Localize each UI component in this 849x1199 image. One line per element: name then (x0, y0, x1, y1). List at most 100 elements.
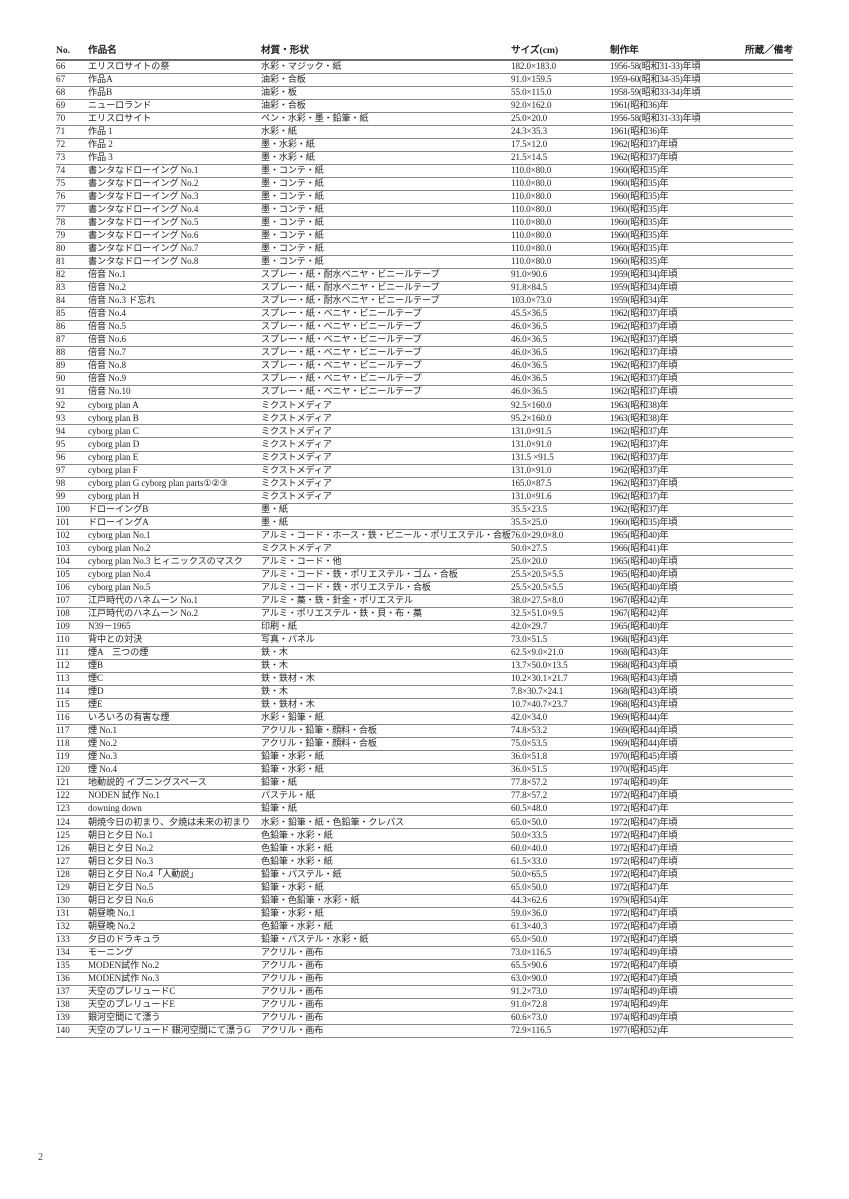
cell-no: 67 (56, 73, 86, 87)
cell-size: 65.5×90.6 (500, 959, 603, 973)
cell-no: 116 (56, 711, 86, 726)
table-row: 69 ニューロランド 油彩・合板 92.0×162.0 1961(昭和36)年 (56, 99, 793, 113)
cell-material: アクリル・画布 (259, 1024, 500, 1038)
table-row: 71 作品 1 水彩・紙 24.3×35.3 1961(昭和36)年 (56, 125, 793, 139)
cell-notes (721, 229, 793, 244)
cell-notes (721, 242, 793, 257)
table-row: 104 cyborg plan No.3 ヒィニックスのマスク アルミ・コード・他 2… (56, 555, 793, 569)
cell-title: 江戸時代のハネムーン No.1 (86, 594, 259, 608)
table-row: 84 倍音 No.3 ド忘れ スプレー・紙・耐水ベニヤ・ビニールテープ 103.0×7… (56, 294, 793, 309)
cell-no: 91 (56, 385, 86, 400)
cell-title: 背中との対決 (86, 633, 259, 647)
cell-title: MODEN試作 No.2 (86, 959, 259, 973)
cell-size: 110.0×80.0 (500, 190, 603, 204)
cell-no: 80 (56, 242, 86, 257)
cell-title: 朝昼晩 No.2 (86, 920, 259, 934)
cell-size: 92.5×160.0 (500, 398, 603, 413)
table-row: 140 天空のプレリュード 銀河空間にて漂うG アクリル・画布 72.9×116.5 1… (56, 1024, 793, 1038)
table-row: 121 地動説的 イブニングスペース 鉛筆・紙 77.8×57.2 1974(昭和49)… (56, 776, 793, 791)
cell-year: 1968(昭和43)年頃 (603, 659, 721, 674)
cell-title: downing down (86, 802, 259, 817)
cell-size: 92.0×162.0 (500, 99, 603, 113)
cell-year: 1968(昭和43)年 (603, 633, 721, 647)
cell-material: 墨・紙 (259, 516, 500, 530)
cell-no: 98 (56, 477, 86, 491)
table-row: 139 銀河空間にて漂う アクリル・画布 60.6×73.0 1974(昭和49)年頃 (56, 1011, 793, 1025)
cell-title: cyborg plan No.4 (86, 568, 259, 582)
cell-size: 61.5×33.0 (500, 854, 603, 869)
cell-size: 25.5×20.5×5.5 (500, 581, 603, 595)
cell-title: cyborg plan B (86, 411, 259, 426)
table-row: 123 downing down 鉛筆・紙 60.5×48.0 1972(昭和47)年 (56, 802, 793, 817)
table-row: 76 書ンタなドローイング No.3 墨・コンテ・紙 110.0×80.0 1960(昭… (56, 190, 793, 204)
cell-size: 110.0×80.0 (500, 164, 603, 178)
cell-size: 36.0×51.5 (500, 763, 603, 778)
cell-size: 103.0×73.0 (500, 294, 603, 309)
cell-title: cyborg plan H (86, 490, 259, 504)
cell-material: 墨・コンテ・紙 (259, 164, 500, 178)
cell-material: 水彩・鉛筆・紙 (259, 711, 500, 726)
column-header-no: No. (56, 45, 86, 61)
cell-year: 1974(昭和49)年頃 (603, 985, 721, 999)
table-row: 117 煙 No.1 アクリル・鉛筆・顔料・合板 74.8×53.2 1969(昭和44… (56, 724, 793, 739)
cell-year: 1972(昭和47)年頃 (603, 907, 721, 921)
cell-title: cyborg plan No.2 (86, 542, 259, 556)
table-row: 129 朝日と夕日 No.5 鉛筆・水彩・紙 65.0×50.0 1972(昭和47)年 (56, 881, 793, 895)
cell-material: 墨・コンテ・紙 (259, 229, 500, 244)
cell-title: cyborg plan No.1 (86, 529, 259, 543)
cell-year: 1963(昭和38)年 (603, 398, 721, 413)
cell-size: 131.5 ×91.5 (500, 451, 603, 465)
table-row: 125 朝日と夕日 No.1 色鉛筆・水彩・紙 50.0×33.5 1972(昭和47)… (56, 828, 793, 843)
cell-material: ミクストメディア (259, 398, 500, 413)
cell-notes (721, 542, 793, 556)
cell-size: 21.5×14.5 (500, 151, 603, 165)
table-row: 74 書ンタなドローイング No.1 墨・コンテ・紙 110.0×80.0 1960(昭… (56, 164, 793, 178)
table-row: 133 夕日のドラキュラ 鉛筆・パステル・水彩・紙 65.0×50.0 1972(昭和4… (56, 933, 793, 947)
cell-material: 鉄・木 (259, 685, 500, 700)
cell-no: 110 (56, 633, 86, 647)
cell-notes (721, 216, 793, 230)
cell-notes (721, 125, 793, 139)
cell-material: 鉄・鉄材・木 (259, 698, 500, 713)
cell-no: 133 (56, 933, 86, 947)
cell-material: 色鉛筆・水彩・紙 (259, 854, 500, 869)
cell-no: 124 (56, 815, 86, 830)
cell-notes (721, 437, 793, 452)
cell-no: 99 (56, 490, 86, 504)
cell-material: ミクストメディア (259, 424, 500, 439)
table-row: 116 いろいろの有害な煙 水彩・鉛筆・紙 42.0×34.0 1969(昭和44)年 (56, 711, 793, 726)
table-row: 137 天空のプレリュードC アクリル・画布 91.2×73.0 1974(昭和49)年… (56, 985, 793, 999)
cell-notes (721, 99, 793, 113)
table-row: 100 ドローイングB 墨・紙 35.5×23.5 1962(昭和37)年 (56, 503, 793, 517)
cell-title: 朝焼今日の初まり、夕焼は未来の初まり (86, 815, 259, 830)
cell-title: 煙D (86, 685, 259, 700)
cell-no: 128 (56, 868, 86, 882)
cell-no: 113 (56, 672, 86, 687)
cell-notes (721, 933, 793, 947)
cell-notes (721, 868, 793, 882)
cell-no: 101 (56, 516, 86, 530)
cell-notes (721, 646, 793, 661)
cell-no: 107 (56, 594, 86, 608)
cell-size: 42.0×34.0 (500, 711, 603, 726)
table-row: 87 倍音 No.6 スプレー・紙・ベニヤ・ビニールテープ 46.0×36.5 1962… (56, 333, 793, 348)
cell-notes (721, 1011, 793, 1025)
cell-size: 131.0×91.6 (500, 490, 603, 504)
cell-material: 鉛筆・パステル・水彩・紙 (259, 933, 500, 947)
cell-no: 117 (56, 724, 86, 739)
cell-title: 倍音 No.9 (86, 372, 259, 387)
cell-notes (721, 672, 793, 687)
cell-no: 66 (56, 59, 86, 74)
cell-no: 106 (56, 581, 86, 595)
cell-size: 42.0×29.7 (500, 620, 603, 634)
cell-title: 書ンタなドローイング No.4 (86, 203, 259, 217)
cell-title: 煙C (86, 672, 259, 687)
cell-no: 100 (56, 503, 86, 517)
cell-no: 125 (56, 828, 86, 843)
cell-title: 倍音 No.5 (86, 320, 259, 335)
cell-notes (721, 737, 793, 752)
cell-material: 墨・コンテ・紙 (259, 203, 500, 217)
cell-material: スプレー・紙・耐水ベニヤ・ビニールテープ (259, 294, 500, 309)
cell-year: 1958-59(昭和33-34)年頃 (603, 86, 721, 100)
cell-no: 87 (56, 333, 86, 348)
